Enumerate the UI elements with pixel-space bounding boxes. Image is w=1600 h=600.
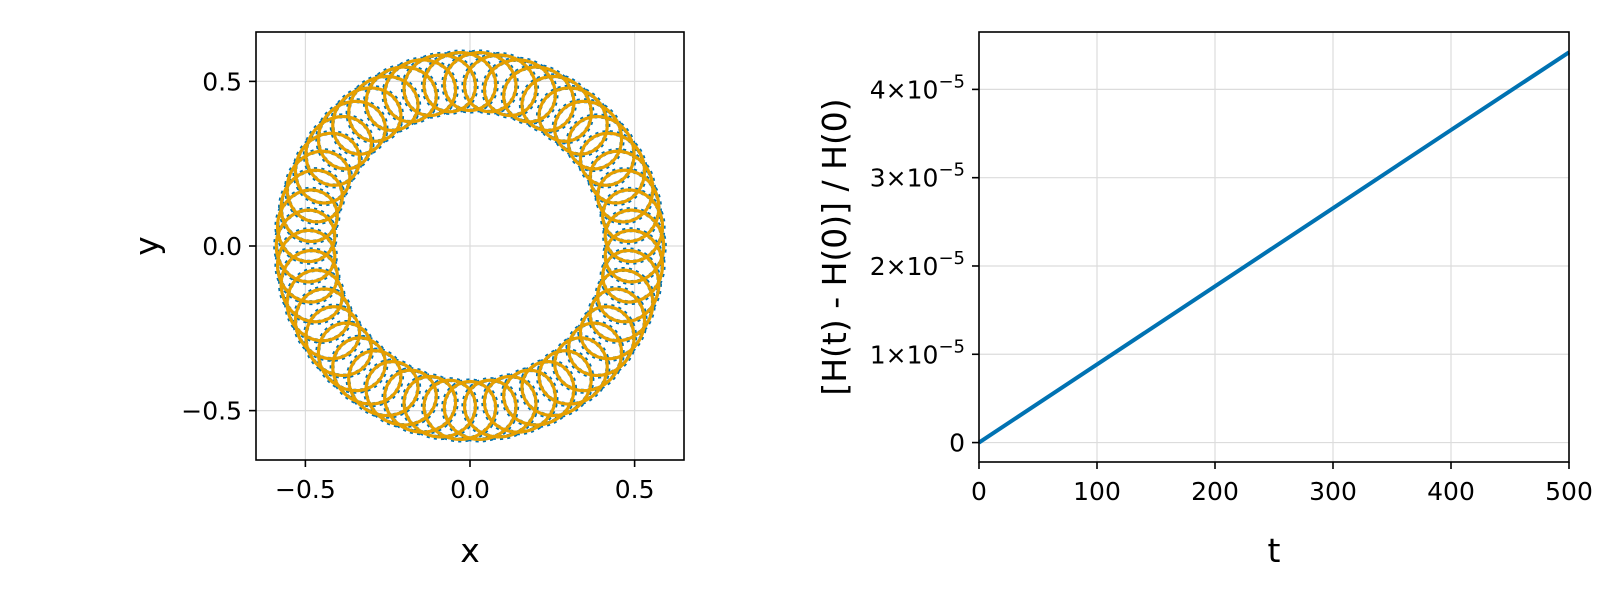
energy-xtick-label: 400 bbox=[1427, 477, 1475, 506]
orbit-ytick-label: 0.5 bbox=[202, 67, 242, 96]
energy-ytick-label: 1×10−5 bbox=[870, 336, 965, 369]
energy-xtick-label: 100 bbox=[1073, 477, 1121, 506]
orbit-xlabel: x bbox=[460, 531, 480, 570]
orbit-panel: −0.5 0.0 0.5 −0.5 0.0 0.5 x y bbox=[127, 31, 685, 570]
energy-xtick-label: 300 bbox=[1309, 477, 1357, 506]
orbit-ytick-label: −0.5 bbox=[181, 397, 242, 426]
orbit-series-1 bbox=[274, 51, 666, 441]
energy-ytick-label: 0 bbox=[949, 429, 965, 458]
energy-xtick-label: 200 bbox=[1191, 477, 1239, 506]
orbit-xtick-label: 0.0 bbox=[450, 475, 490, 504]
orbit-ylabel: y bbox=[127, 236, 166, 256]
energy-ytick-label: 3×10−5 bbox=[870, 160, 965, 193]
energy-frame bbox=[978, 31, 1570, 463]
orbit-xtick-label: −0.5 bbox=[275, 475, 336, 504]
energy-xtick-label: 0 bbox=[971, 477, 987, 506]
energy-ytick-label: 2×10−5 bbox=[870, 248, 965, 281]
orbit-xtick-label: 0.5 bbox=[615, 475, 655, 504]
energy-error-panel: 0 100 200 300 400 500 0 1×10−5 2×10−5 3×10−5 4×10−… bbox=[815, 31, 1593, 570]
energy-xlabel: t bbox=[1268, 531, 1281, 570]
energy-ytick-label: 4×10−5 bbox=[870, 71, 965, 104]
energy-ylabel: [H(t) - H(0)] / H(0) bbox=[815, 98, 854, 395]
energy-series-0 bbox=[977, 50, 1571, 445]
energy-xtick-label: 500 bbox=[1545, 477, 1593, 506]
orbit-ytick-label: 0.0 bbox=[202, 232, 242, 261]
